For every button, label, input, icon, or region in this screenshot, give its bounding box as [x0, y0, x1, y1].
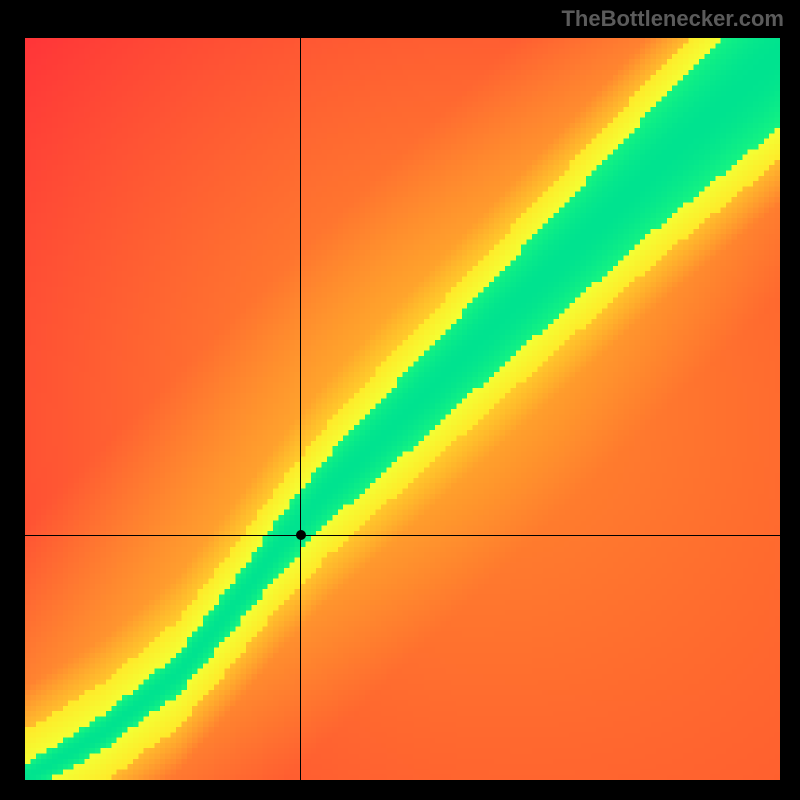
marker-dot — [296, 530, 306, 540]
heatmap-plot — [25, 38, 780, 780]
heatmap-canvas — [25, 38, 780, 780]
crosshair-horizontal — [25, 535, 780, 536]
watermark-text: TheBottlenecker.com — [561, 6, 784, 32]
crosshair-vertical — [300, 38, 301, 780]
